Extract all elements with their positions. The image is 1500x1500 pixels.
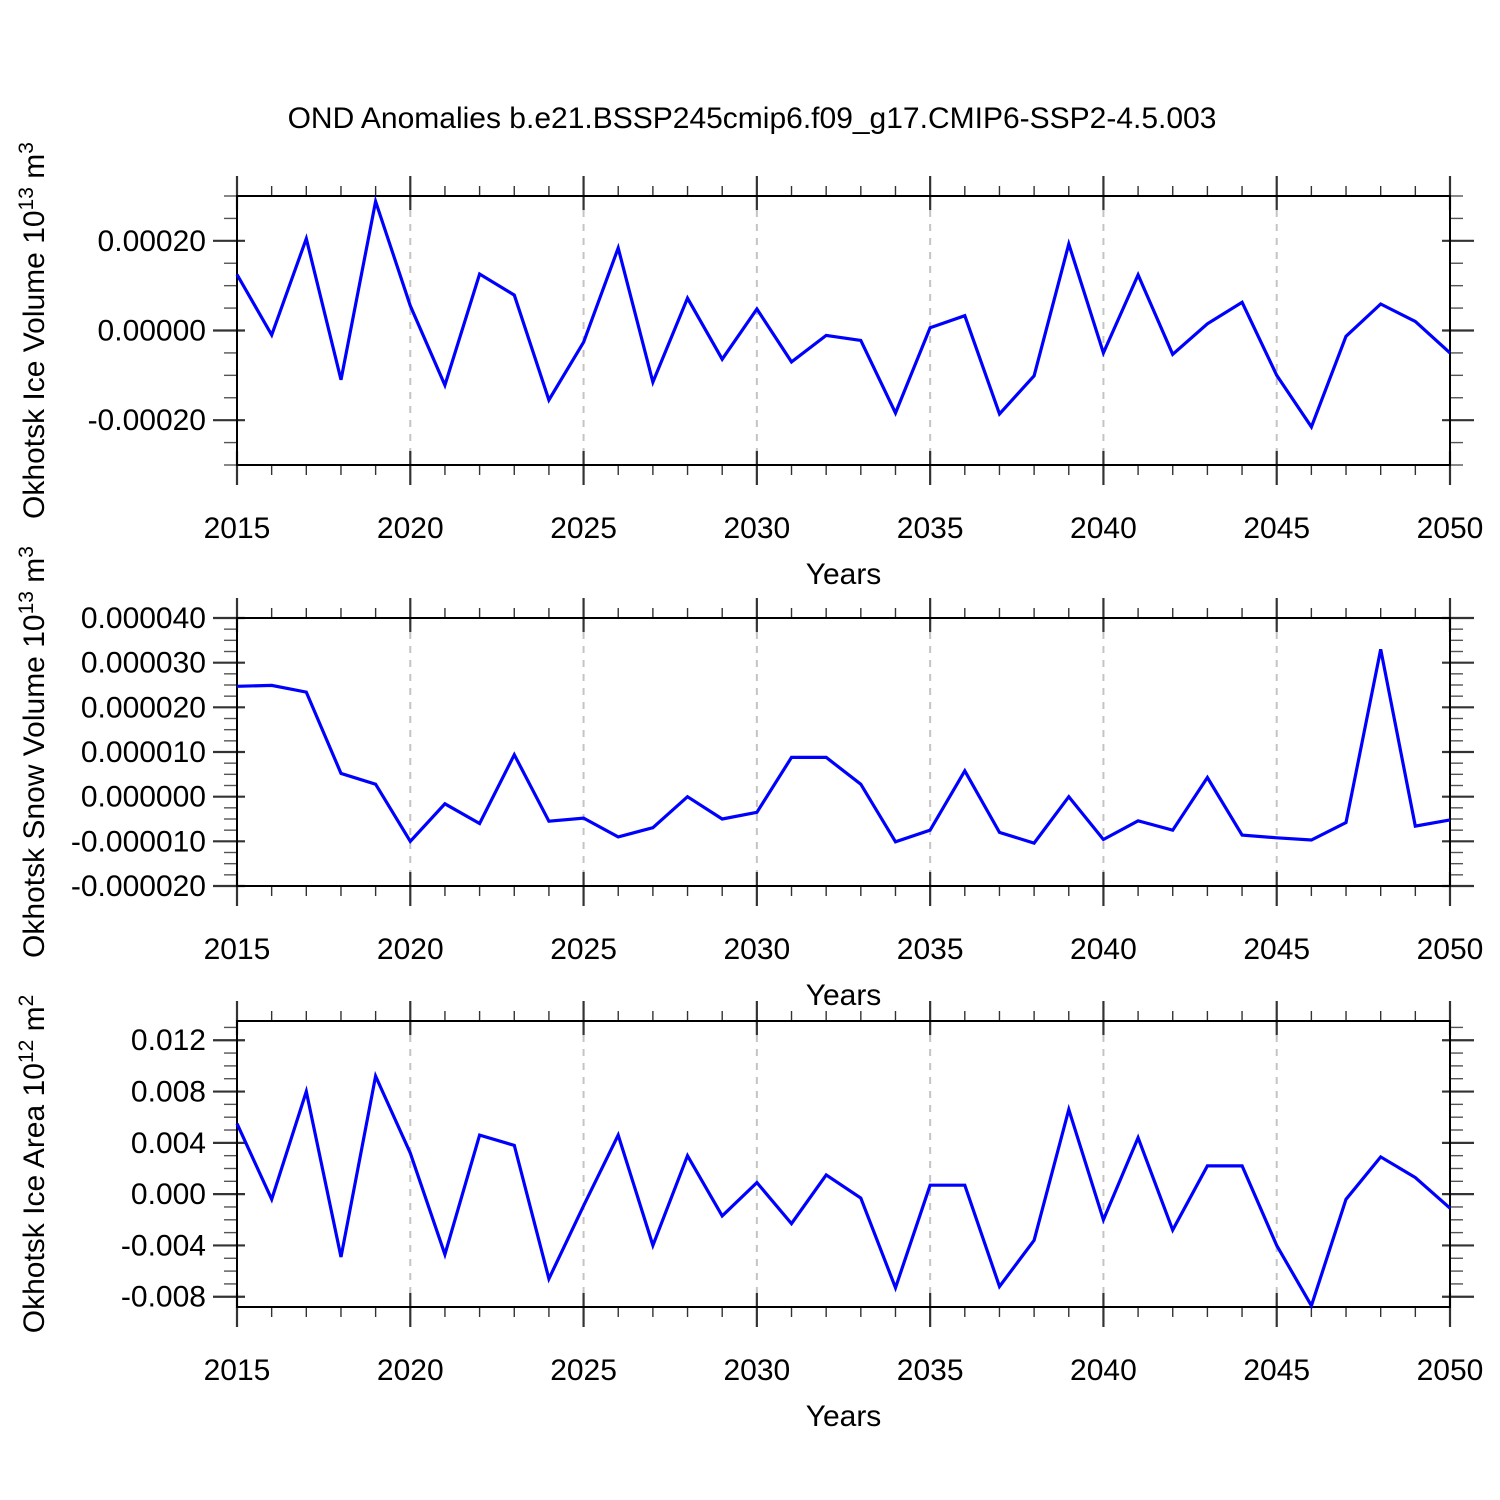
x-tick-label: 2015 [204,512,271,545]
y-axis-title: Okhotsk Snow Volume 1013 m3 [15,546,51,958]
x-tick-label: 2040 [1070,933,1137,966]
x-axis-title: Years [806,979,882,1012]
x-tick-label: 2040 [1070,512,1137,545]
x-tick-label: 2015 [204,1354,271,1387]
x-tick-label: 2020 [377,512,444,545]
x-tick-label: 2050 [1417,1354,1484,1387]
y-tick-label: 0.00020 [98,225,206,258]
panel-frame-1 [236,195,1451,466]
data-line-okhotsk-ice-volume [235,195,1452,431]
y-tick-label: 0.000010 [81,736,206,769]
data-line-okhotsk-snow-volume [236,648,1451,845]
plot-root: 0.00020 0.00000 -0.00020 2015 2020 2025 2030 20… [15,142,1483,1433]
x-tick-label: 2035 [897,1354,964,1387]
x-tick-label: 2035 [897,933,964,966]
y-tick-label: 0.000040 [81,602,206,635]
y-tick-label: 0.000020 [81,691,206,724]
x-tick-label: 2025 [550,1354,617,1387]
x-tick-label: 2015 [204,933,271,966]
y-tick-label: 0.000 [131,1178,206,1211]
x-tick-label: 2045 [1243,512,1310,545]
x-tick-label: 2020 [377,933,444,966]
y-axis-title: Okhotsk Ice Volume 1013 m3 [15,142,51,519]
x-tick-label: 2035 [897,512,964,545]
y-tick-label: 0.000000 [81,781,206,814]
y-tick-label: 0.004 [131,1127,206,1160]
x-tick-label: 2025 [550,933,617,966]
x-tick-label: 2050 [1417,933,1484,966]
x-tick-label: 2045 [1243,1354,1310,1387]
x-tick-label: 2050 [1417,512,1484,545]
y-tick-label: -0.00020 [88,404,206,437]
x-tick-label: 2025 [550,512,617,545]
x-axis-title: Years [806,558,882,591]
y-tick-label: -0.000020 [71,870,206,903]
x-tick-label: 2045 [1243,933,1310,966]
y-axis-title: Okhotsk Ice Area 1012 m2 [15,995,51,1334]
y-tick-label: -0.008 [121,1281,206,1314]
panel-frame-3 [236,1020,1451,1308]
x-tick-label: 2040 [1070,1354,1137,1387]
y-tick-label: 0.012 [131,1024,206,1057]
y-tick-label: -0.004 [121,1229,206,1262]
panel-frame-2 [236,617,1451,887]
y-tick-label: 0.000030 [81,647,206,680]
x-axis-title: Years [806,1400,882,1433]
y-tick-label: 0.00000 [98,315,206,348]
x-tick-label: 2030 [723,1354,790,1387]
x-tick-label: 2030 [723,933,790,966]
y-tick-label: -0.000010 [71,825,206,858]
x-tick-label: 2020 [377,1354,444,1387]
x-tick-label: 2030 [723,512,790,545]
data-line-okhotsk-ice-area [235,1070,1452,1310]
y-tick-label: 0.008 [131,1076,206,1109]
chart-title: OND Anomalies b.e21.BSSP245cmip6.f09_g17… [288,102,1217,135]
